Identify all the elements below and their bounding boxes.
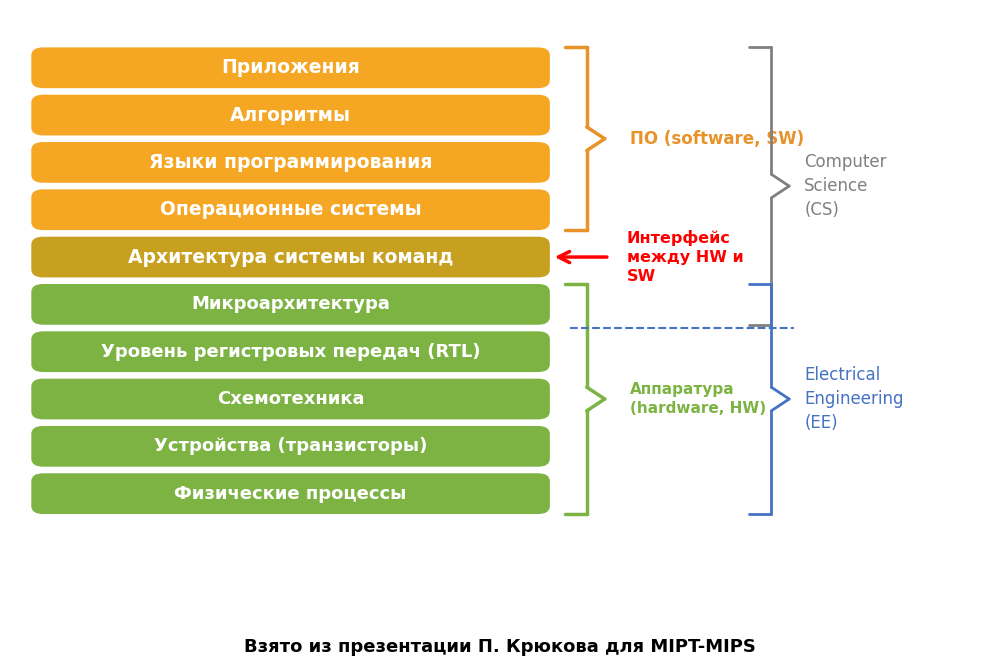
Text: Схемотехника: Схемотехника xyxy=(217,390,364,408)
FancyBboxPatch shape xyxy=(31,331,550,372)
FancyBboxPatch shape xyxy=(31,48,550,88)
Text: Взято из презентации П. Крюкова для MIPT-MIPS: Взято из презентации П. Крюкова для MIPT… xyxy=(244,638,756,656)
FancyBboxPatch shape xyxy=(31,473,550,514)
Text: Архитектура системы команд: Архитектура системы команд xyxy=(128,248,453,267)
Text: ПО (software, SW): ПО (software, SW) xyxy=(630,130,804,148)
Text: Приложения: Приложения xyxy=(221,58,360,77)
FancyBboxPatch shape xyxy=(31,426,550,467)
FancyBboxPatch shape xyxy=(31,379,550,419)
FancyBboxPatch shape xyxy=(31,284,550,325)
Text: Уровень регистровых передач (RTL): Уровень регистровых передач (RTL) xyxy=(101,343,480,360)
FancyBboxPatch shape xyxy=(31,237,550,277)
Text: Операционные системы: Операционные системы xyxy=(160,200,421,219)
Text: Интерфейс
между HW и
SW: Интерфейс между HW и SW xyxy=(627,230,743,284)
FancyBboxPatch shape xyxy=(31,189,550,230)
Text: Computer
Science
(CS): Computer Science (CS) xyxy=(804,154,887,218)
Text: Устройства (транзисторы): Устройства (транзисторы) xyxy=(154,438,427,455)
Text: Физические процессы: Физические процессы xyxy=(174,484,407,503)
Text: Микроархитектура: Микроархитектура xyxy=(191,296,390,314)
Text: Языки программирования: Языки программирования xyxy=(149,153,432,172)
FancyBboxPatch shape xyxy=(31,142,550,183)
Text: Алгоритмы: Алгоритмы xyxy=(230,106,351,125)
FancyBboxPatch shape xyxy=(31,95,550,135)
Text: Аппаратура
(hardware, HW): Аппаратура (hardware, HW) xyxy=(630,381,766,416)
Text: Electrical
Engineering
(EE): Electrical Engineering (EE) xyxy=(804,366,904,432)
